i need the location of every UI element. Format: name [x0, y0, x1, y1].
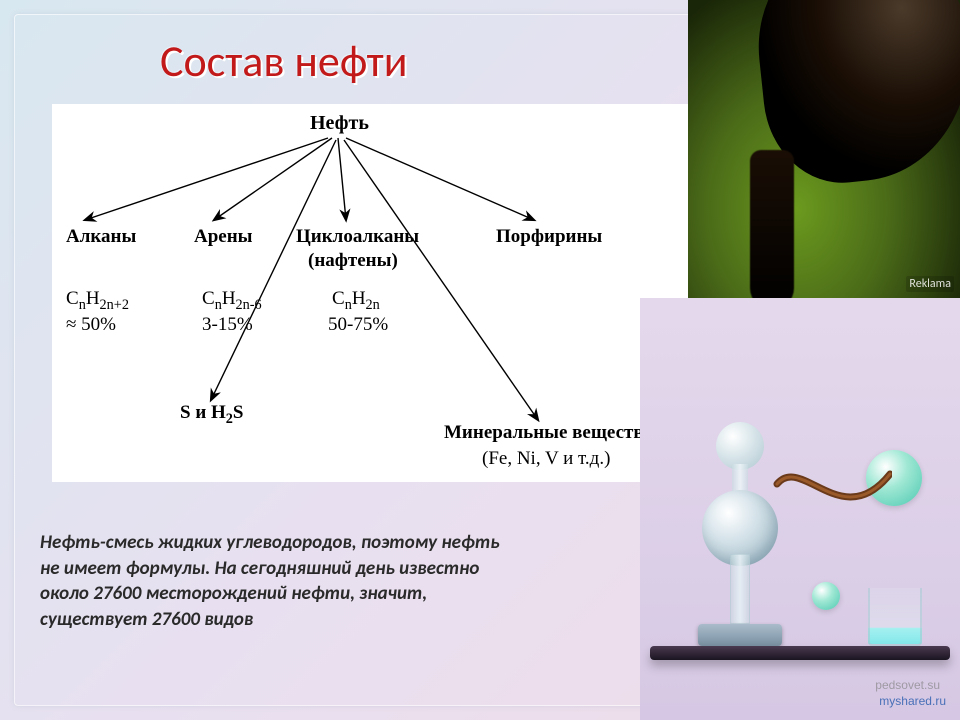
branch-minerals: Минеральные вещества [444, 422, 653, 444]
photo-watermark: Reklama [906, 276, 954, 292]
branch-alkanes: Алканы [66, 226, 136, 248]
table-surface [650, 646, 950, 660]
beaker [868, 588, 922, 646]
orb-small [812, 582, 840, 610]
slide-caption: Нефть-смесь жидких углеводородов, поэтом… [40, 530, 500, 633]
share-alkanes: ≈ 50% [66, 314, 116, 336]
formula-alkanes: CnH2n+2 [66, 288, 129, 314]
composition-diagram: Нефть Алканы Арены Циклоалканы (нафтены)… [52, 104, 692, 482]
delivery-tube [772, 464, 892, 536]
branch-sulfur: S и H2S [180, 402, 244, 428]
branch-porph: Порфирины [496, 226, 602, 248]
formula-cyclo: CnH2n [332, 288, 380, 314]
watermark-myshared: myshared.ru [879, 694, 946, 708]
oil-stream-shape [750, 150, 794, 298]
flask-base [698, 624, 782, 646]
slide-title: Состав нефти [160, 34, 407, 88]
diagram-root: Нефть [310, 112, 369, 135]
branch-cyclo-sub: (нафтены) [308, 250, 398, 272]
flask-neck-lower [730, 554, 750, 624]
share-cyclo: 50-75% [328, 314, 388, 336]
oil-photo: Reklama [688, 0, 960, 298]
formula-arenes: CnH2n-6 [202, 288, 262, 314]
branch-arenes: Арены [194, 226, 253, 248]
branch-minerals-sub: (Fe, Ni, V и т.д.) [482, 448, 610, 470]
apparatus-illustration: pedsovet.su myshared.ru [640, 298, 960, 720]
watermark-pedsovet: pedsovet.su [875, 678, 940, 692]
flask-neck-upper [732, 464, 748, 492]
branch-cyclo: Циклоалканы [296, 226, 419, 248]
share-arenes: 3-15% [202, 314, 253, 336]
flask-bulb-top [716, 422, 764, 470]
